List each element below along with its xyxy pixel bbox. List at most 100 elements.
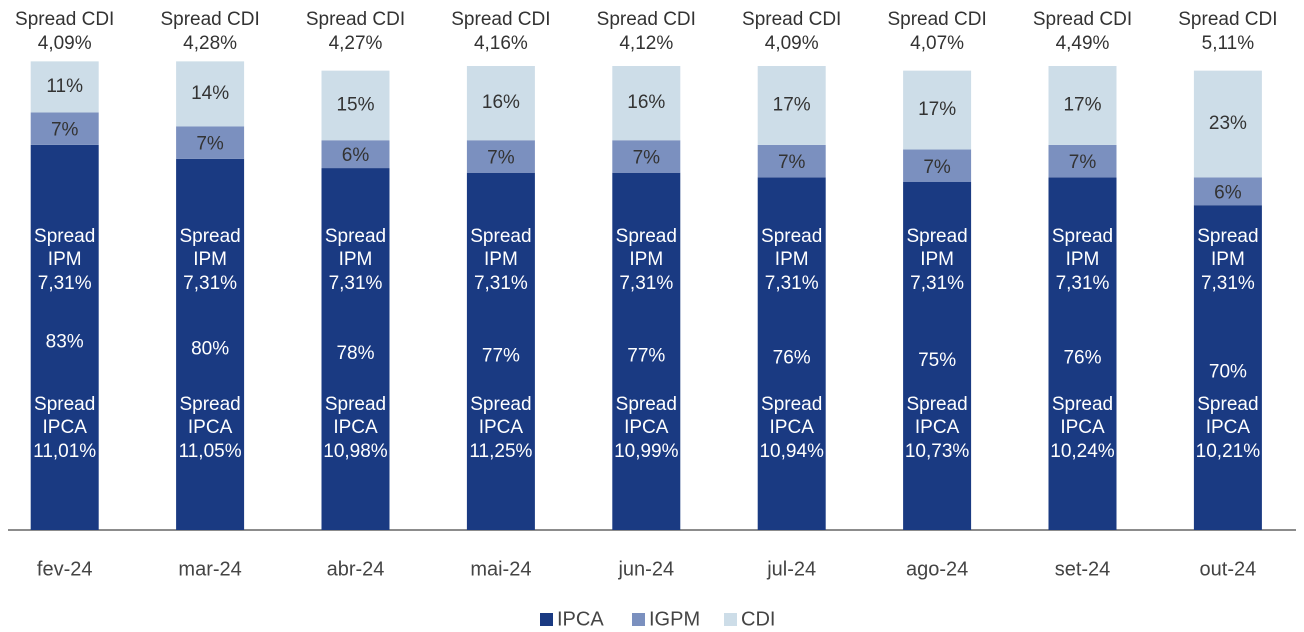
- bar-segment: [1193, 70, 1262, 178]
- value-label: 16%: [627, 92, 665, 113]
- annotation: IPM: [775, 249, 809, 270]
- annotation: 4,16%: [474, 33, 528, 54]
- bar-segment: [612, 140, 681, 173]
- bar-segment: [30, 112, 99, 145]
- annotation: 11,01%: [33, 441, 96, 462]
- annotation: 4,09%: [38, 33, 92, 54]
- annotation: 4,09%: [765, 33, 819, 54]
- legend-label: IGPM: [649, 608, 700, 630]
- bar-segment: [1048, 144, 1117, 178]
- annotation: Spread: [906, 226, 967, 247]
- annotation: Spread: [1197, 226, 1258, 247]
- bar-segment: [30, 61, 99, 113]
- annotation: Spread: [761, 394, 822, 415]
- bar-segment: [176, 126, 245, 159]
- bar-segment: [757, 144, 826, 178]
- annotation: IPM: [920, 249, 954, 270]
- bar-segment: [466, 140, 535, 173]
- annotation: Spread: [470, 394, 531, 415]
- annotation: IPM: [48, 249, 82, 270]
- annotation: 7,31%: [1056, 273, 1110, 294]
- annotation: Spread: [906, 394, 967, 415]
- annotation: IPCA: [624, 417, 669, 438]
- bar-segment: [612, 172, 681, 530]
- x-tick-label: mar-24: [178, 558, 241, 580]
- value-label: 80%: [191, 338, 229, 359]
- value-label: 7%: [778, 152, 806, 173]
- annotation: IPM: [1066, 249, 1100, 270]
- annotation: IPM: [1211, 249, 1245, 270]
- bar-segment: [903, 70, 972, 150]
- annotation: 10,21%: [1196, 441, 1261, 462]
- bar-segment: [321, 70, 390, 141]
- legend-swatch: [724, 613, 737, 626]
- value-label: 6%: [342, 145, 370, 166]
- value-label: 6%: [1214, 182, 1242, 203]
- bar-segment: [30, 144, 99, 530]
- bar-segment: [176, 61, 245, 127]
- legend-swatch: [632, 613, 645, 626]
- x-tick-label: mai-24: [470, 558, 531, 580]
- x-tick-label: abr-24: [327, 558, 385, 580]
- annotation: Spread: [325, 394, 386, 415]
- annotation: IPCA: [188, 417, 233, 438]
- annotation: 7,31%: [910, 273, 964, 294]
- value-label: 7%: [487, 147, 515, 168]
- annotation: Spread: [616, 394, 677, 415]
- annotation: Spread CDI: [160, 9, 259, 30]
- annotation: 4,12%: [619, 33, 673, 54]
- annotation: Spread: [179, 394, 240, 415]
- value-label: 17%: [1063, 94, 1101, 115]
- annotation: Spread CDI: [1178, 9, 1277, 30]
- value-label: 70%: [1209, 362, 1247, 383]
- x-tick-label: out-24: [1200, 558, 1257, 580]
- x-tick-label: ago-24: [906, 558, 968, 580]
- annotation: 10,24%: [1050, 441, 1115, 462]
- annotation: 4,49%: [1056, 33, 1110, 54]
- annotation: Spread: [1052, 226, 1113, 247]
- value-label: 7%: [51, 120, 79, 141]
- x-tick-label: jul-24: [766, 558, 816, 580]
- annotation: 5,11%: [1202, 33, 1255, 54]
- legend-label: IPCA: [557, 608, 604, 630]
- value-label: 77%: [482, 345, 520, 366]
- value-label: 14%: [191, 83, 229, 104]
- value-label: 23%: [1209, 113, 1247, 134]
- value-label: 7%: [1069, 152, 1097, 173]
- annotation: Spread: [470, 226, 531, 247]
- x-tick-label: fev-24: [37, 558, 93, 580]
- value-label: 76%: [773, 348, 811, 369]
- annotation: IPM: [193, 249, 227, 270]
- annotation: 7,31%: [183, 273, 237, 294]
- bar-segment: [1048, 66, 1117, 145]
- value-label: 17%: [773, 94, 811, 115]
- annotation: Spread CDI: [597, 9, 696, 30]
- x-tick-label: jun-24: [617, 558, 674, 580]
- legend-swatch: [540, 613, 553, 626]
- bar-segment: [466, 172, 535, 530]
- annotation: 10,94%: [759, 441, 824, 462]
- value-label: 7%: [196, 134, 224, 155]
- annotation: IPCA: [43, 417, 88, 438]
- annotation: Spread: [616, 226, 677, 247]
- annotation: IPCA: [333, 417, 378, 438]
- value-label: 15%: [336, 94, 374, 115]
- annotation: IPM: [629, 249, 663, 270]
- annotation: 10,73%: [905, 441, 970, 462]
- value-label: 7%: [633, 147, 661, 168]
- bar-segment: [757, 177, 826, 531]
- legend-label: CDI: [741, 608, 775, 630]
- annotation: 7,31%: [329, 273, 383, 294]
- annotation: IPCA: [1060, 417, 1105, 438]
- annotation: IPCA: [915, 417, 960, 438]
- annotation: Spread CDI: [306, 9, 405, 30]
- value-label: 7%: [923, 157, 951, 178]
- annotation: IPCA: [770, 417, 815, 438]
- bar-segment: [176, 158, 245, 531]
- annotation: Spread: [179, 226, 240, 247]
- annotation: 7,31%: [765, 273, 819, 294]
- annotation: 7,31%: [1201, 273, 1255, 294]
- annotation: 7,31%: [619, 273, 673, 294]
- bar-segment: [1193, 205, 1262, 530]
- value-label: 16%: [482, 92, 520, 113]
